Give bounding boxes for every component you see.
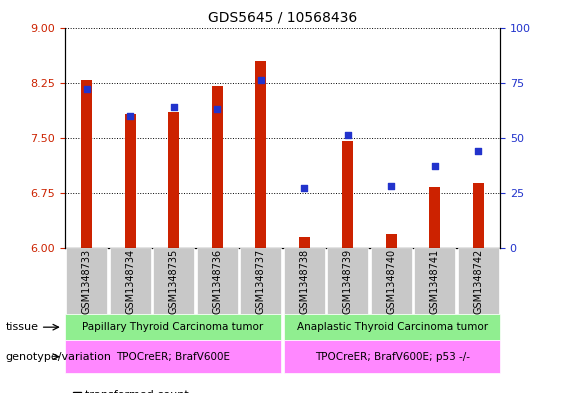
Text: Anaplastic Thyroid Carcinoma tumor: Anaplastic Thyroid Carcinoma tumor bbox=[297, 322, 488, 332]
Bar bbox=[342, 141, 353, 248]
Text: GSM1348739: GSM1348739 bbox=[343, 248, 353, 314]
Bar bbox=[255, 61, 266, 248]
Text: GSM1348733: GSM1348733 bbox=[82, 248, 92, 314]
Point bbox=[299, 185, 308, 191]
Bar bbox=[386, 234, 397, 248]
Text: GSM1348740: GSM1348740 bbox=[386, 248, 396, 314]
Text: GSM1348738: GSM1348738 bbox=[299, 248, 309, 314]
Text: GSM1348742: GSM1348742 bbox=[473, 248, 483, 314]
Point bbox=[169, 104, 178, 110]
Point bbox=[343, 132, 352, 138]
Text: GSM1348737: GSM1348737 bbox=[256, 248, 266, 314]
Text: GSM1348741: GSM1348741 bbox=[430, 248, 440, 314]
Point bbox=[430, 163, 439, 169]
Bar bbox=[168, 112, 179, 248]
Text: GSM1348735: GSM1348735 bbox=[169, 248, 179, 314]
Point bbox=[473, 148, 483, 154]
Point bbox=[212, 106, 221, 112]
Text: tissue: tissue bbox=[6, 322, 38, 332]
Text: genotype/variation: genotype/variation bbox=[6, 352, 112, 362]
Bar bbox=[81, 80, 92, 248]
Title: GDS5645 / 10568436: GDS5645 / 10568436 bbox=[208, 11, 357, 25]
Text: Papillary Thyroid Carcinoma tumor: Papillary Thyroid Carcinoma tumor bbox=[82, 322, 263, 332]
Text: TPOCreER; BrafV600E; p53 -/-: TPOCreER; BrafV600E; p53 -/- bbox=[315, 352, 470, 362]
Point bbox=[125, 112, 134, 119]
Point bbox=[256, 77, 265, 83]
Text: TPOCreER; BrafV600E: TPOCreER; BrafV600E bbox=[116, 352, 230, 362]
Bar bbox=[429, 187, 440, 248]
Text: transformed count: transformed count bbox=[85, 390, 189, 393]
Text: GSM1348734: GSM1348734 bbox=[125, 248, 135, 314]
Point bbox=[386, 183, 396, 189]
Bar bbox=[299, 237, 310, 248]
Text: GSM1348736: GSM1348736 bbox=[212, 248, 222, 314]
Bar bbox=[212, 86, 223, 248]
Bar bbox=[473, 183, 484, 248]
Bar bbox=[125, 114, 136, 248]
Point bbox=[82, 86, 92, 92]
